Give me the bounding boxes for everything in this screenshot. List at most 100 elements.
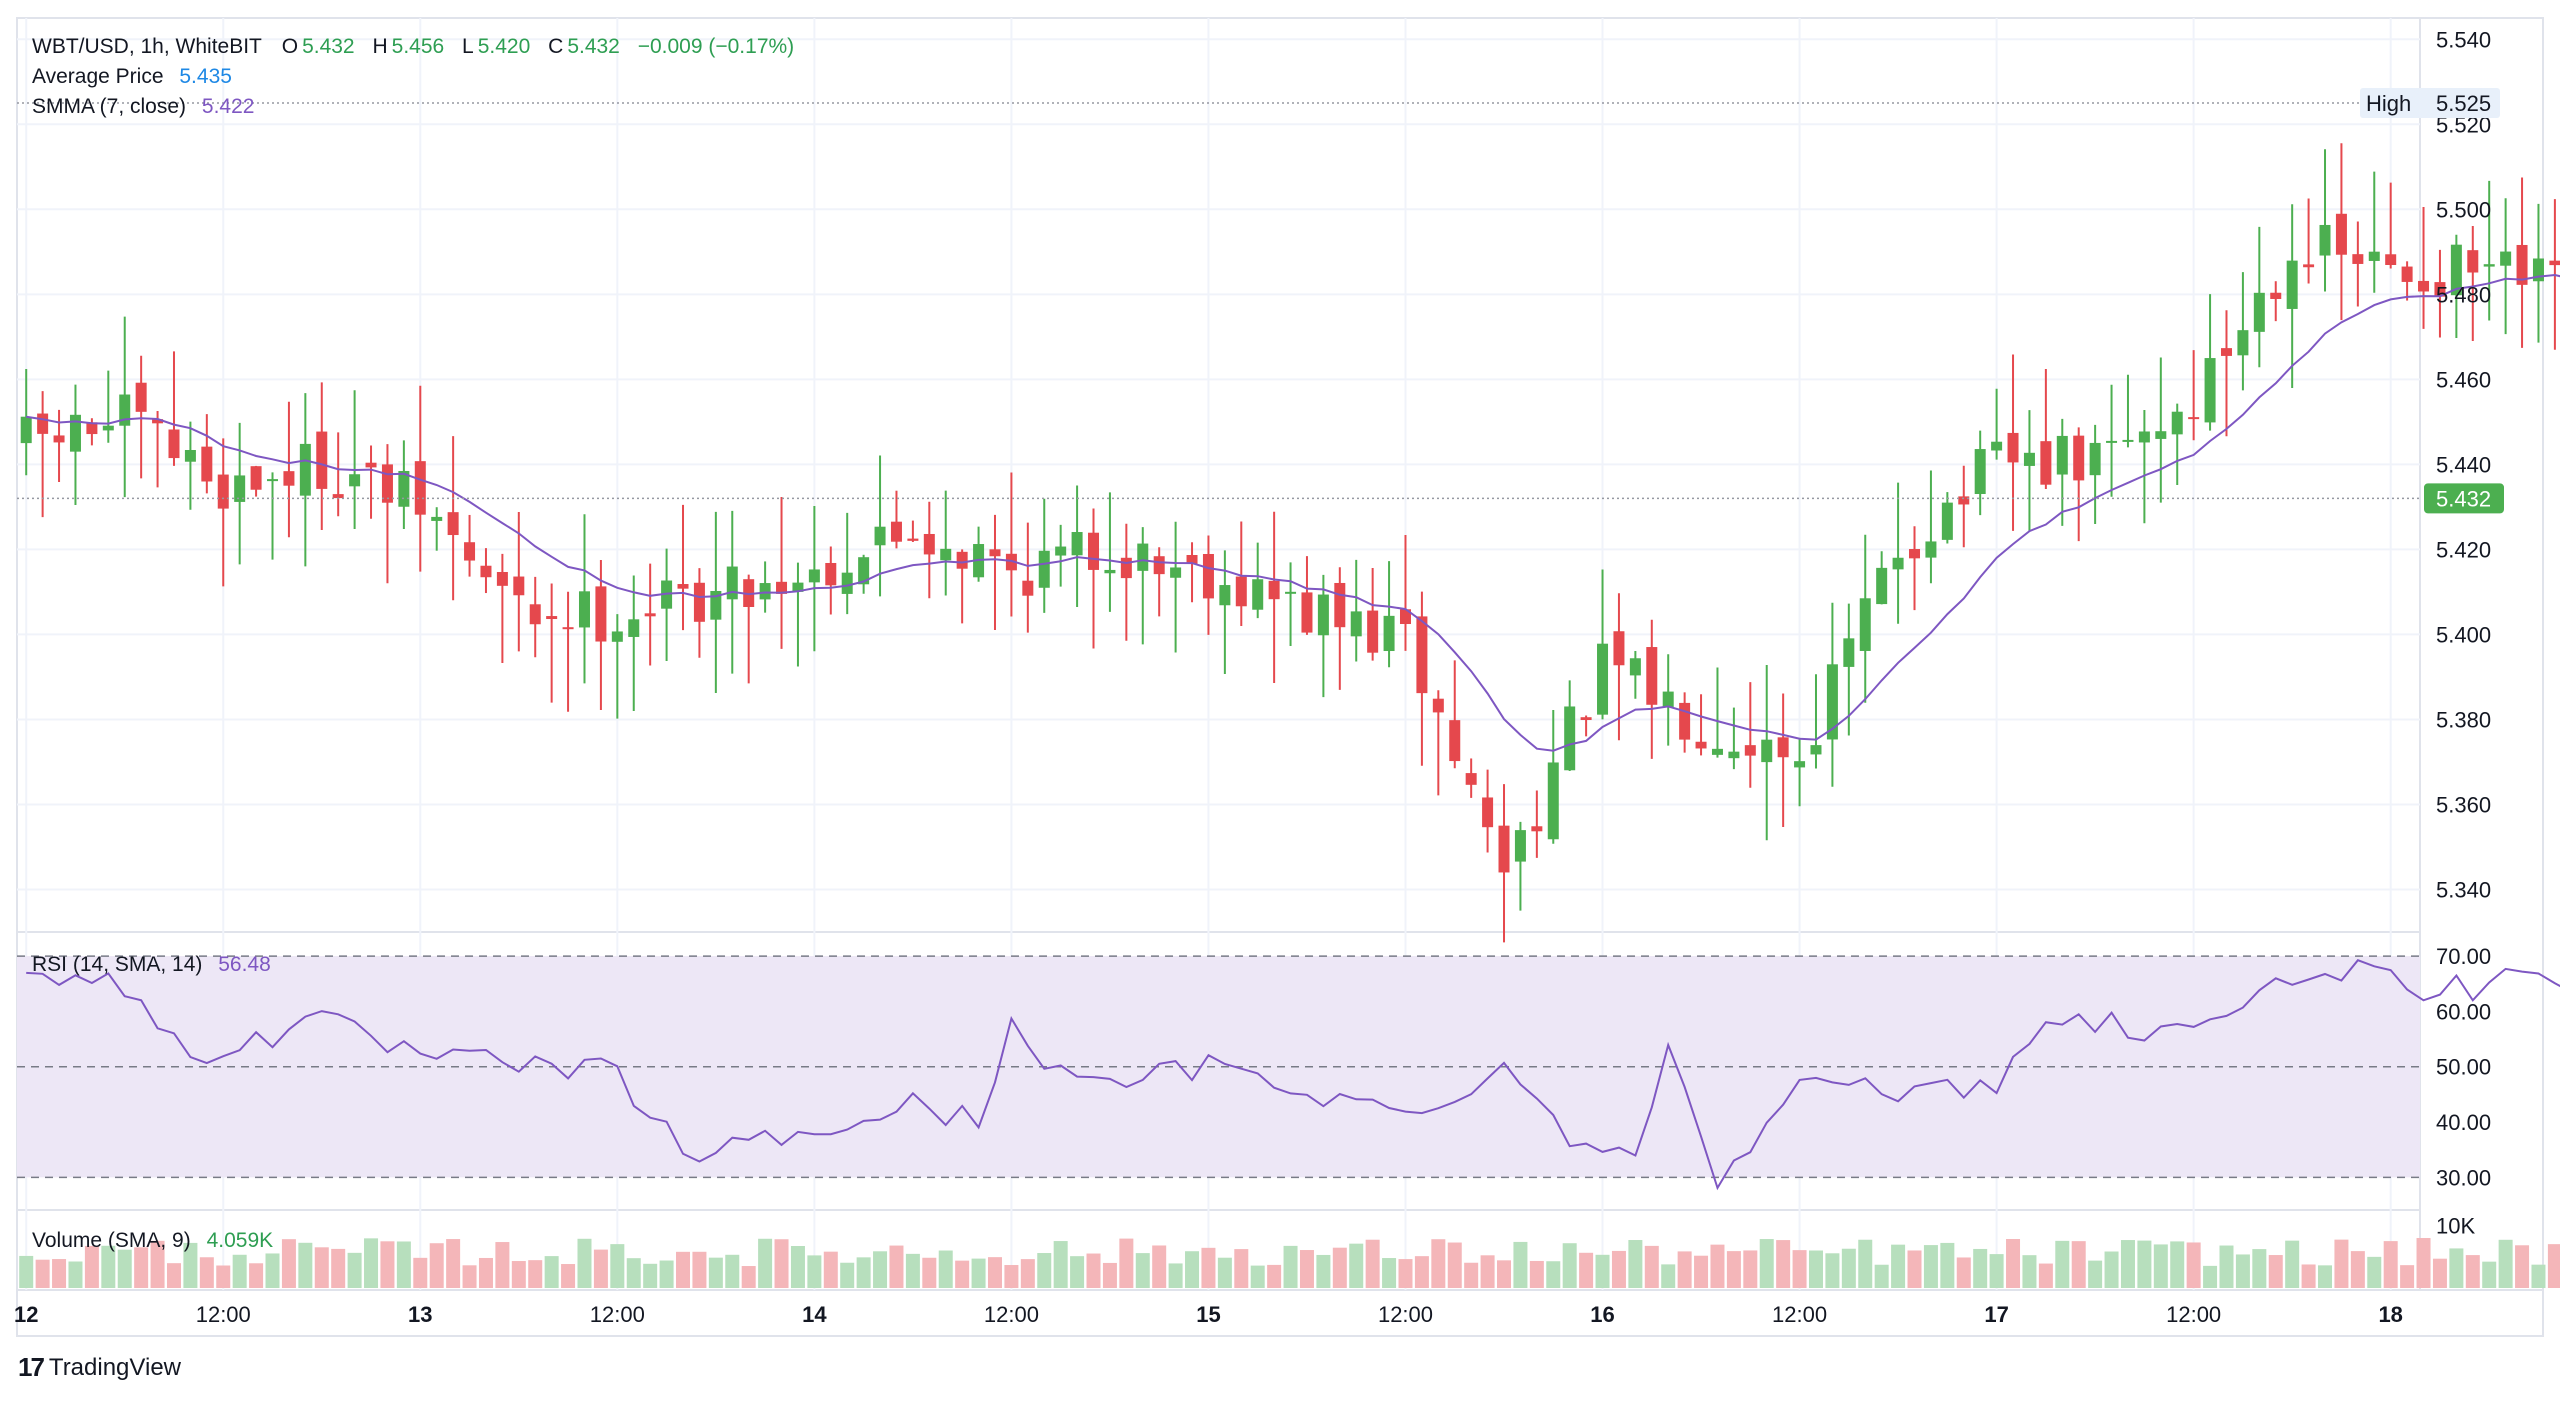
candle-body-down (365, 462, 377, 468)
candle-body-up (874, 526, 886, 546)
volume-bar-up (2104, 1251, 2119, 1288)
candle-body-down (1465, 773, 1477, 785)
volume-bar-down (1529, 1260, 1544, 1288)
volume-bar-up (2318, 1265, 2333, 1288)
candle-body-up (1597, 643, 1609, 715)
candle-body-down (1022, 580, 1034, 596)
time-tick-label: 12:00 (1772, 1302, 1827, 1327)
candle-body-up (2253, 292, 2265, 332)
volume-bar-down (2400, 1265, 2415, 1288)
candle-body-up (1383, 615, 1395, 652)
volume-bar-down (1464, 1262, 1479, 1288)
volume-bar-up (1661, 1264, 1676, 1288)
candle-body-down (1235, 576, 1247, 607)
rsi-legend[interactable]: RSI (14, SMA, 14) 56.48 (32, 950, 275, 980)
volume-bar-up (2170, 1241, 2185, 1288)
volume-bar-up (1316, 1254, 1331, 1288)
candle-body-down (2352, 254, 2364, 264)
candle-body-down (480, 565, 492, 578)
volume-bar-up (2153, 1244, 2168, 1288)
volume-bar-down (462, 1265, 477, 1288)
volume-legend[interactable]: Volume (SMA, 9) 4.059K (32, 1226, 277, 1256)
volume-bar-down (1201, 1247, 1216, 1288)
volume-bar-down (2416, 1238, 2431, 1288)
volume-bar-up (2367, 1256, 2382, 1288)
candle-body-up (2500, 251, 2512, 266)
last-price-label: 5.432 (2436, 486, 2491, 511)
candle-body-up (1728, 751, 1740, 759)
time-tick-label: 13 (408, 1302, 432, 1327)
candle-body-up (2483, 264, 2495, 267)
avg-price-value: 5.435 (179, 65, 232, 88)
volume-bar-down (922, 1257, 937, 1288)
rsi-tick-label: 30.00 (2436, 1165, 2491, 1190)
volume-bar-down (2071, 1241, 2086, 1288)
rsi-line (26, 959, 2560, 1191)
candle-body-up (792, 582, 804, 592)
candle-body-up (726, 566, 738, 600)
price-tick-label: 5.500 (2436, 197, 2491, 222)
volume-bar-up (1217, 1257, 1232, 1288)
candle-body-down (217, 474, 229, 509)
volume-bar-up (790, 1245, 805, 1288)
volume-bar-up (265, 1253, 280, 1288)
volume-bar-down (413, 1257, 428, 1288)
volume-bar-down (511, 1261, 526, 1288)
volume-bar-down (2268, 1255, 2283, 1288)
volume-bar-up (2022, 1255, 2037, 1288)
tradingview-brand[interactable]: 17 TradingView (18, 1352, 181, 1383)
time-tick-label: 14 (802, 1302, 827, 1327)
candle-body-down (2467, 250, 2479, 273)
volume-bar-up (396, 1241, 411, 1288)
candle-body-up (20, 416, 32, 444)
candle-body-up (1038, 550, 1050, 588)
volume-bar-down (987, 1257, 1002, 1288)
candle-body-down (1432, 698, 1444, 713)
candle-body-down (1695, 741, 1707, 749)
avg-price-legend[interactable]: Average Price 5.435 (32, 62, 236, 92)
close-label: C (548, 35, 564, 58)
candle-body-up (1859, 598, 1871, 651)
volume-bar-up (101, 1245, 116, 1288)
candle-body-up (119, 394, 131, 426)
candle-body-down (53, 435, 65, 443)
volume-bar-down (561, 1264, 576, 1288)
chart-frame (16, 17, 2544, 1337)
candle-body-up (431, 516, 443, 521)
candle-body-down (316, 431, 328, 489)
candle-body-up (1071, 532, 1083, 556)
volume-pane (19, 1238, 2560, 1288)
volume-bar-up (2055, 1240, 2070, 1288)
volume-bar-down (1644, 1245, 1659, 1288)
rsi-band (17, 956, 2420, 1178)
candle-body-down (693, 582, 705, 622)
symbol-title[interactable]: WBT/USD, 1h, WhiteBIT (32, 35, 262, 58)
candle-body-up (759, 583, 771, 600)
candle-body-down (1679, 702, 1691, 740)
volume-bar-up (1135, 1253, 1150, 1288)
smma-line (26, 273, 2560, 752)
volume-bar-up (2235, 1254, 2250, 1288)
candle-body-up (858, 557, 870, 585)
candle-body-down (2401, 266, 2413, 282)
candle-body-up (1892, 557, 1904, 570)
volume-bar-up (2498, 1239, 2513, 1288)
price-tick-label: 5.340 (2436, 877, 2491, 902)
volume-bar-up (1940, 1242, 1955, 1288)
volume-bar-down (314, 1247, 329, 1288)
volume-bar-up (2203, 1265, 2218, 1288)
price-tick-label: 5.440 (2436, 452, 2491, 477)
rsi-tick-label: 60.00 (2436, 999, 2491, 1024)
volume-bar-down (1414, 1256, 1429, 1288)
candle-body-down (1120, 557, 1132, 579)
candle-body-up (710, 590, 722, 620)
volume-bar-up (758, 1238, 773, 1288)
volume-bar-up (1053, 1241, 1068, 1288)
high-label: H (372, 35, 388, 58)
candle-body-down (168, 429, 180, 459)
candle-body-up (1547, 762, 1559, 840)
candle-body-up (2155, 431, 2167, 439)
smma-legend[interactable]: SMMA (7, close) 5.422 (32, 92, 258, 122)
